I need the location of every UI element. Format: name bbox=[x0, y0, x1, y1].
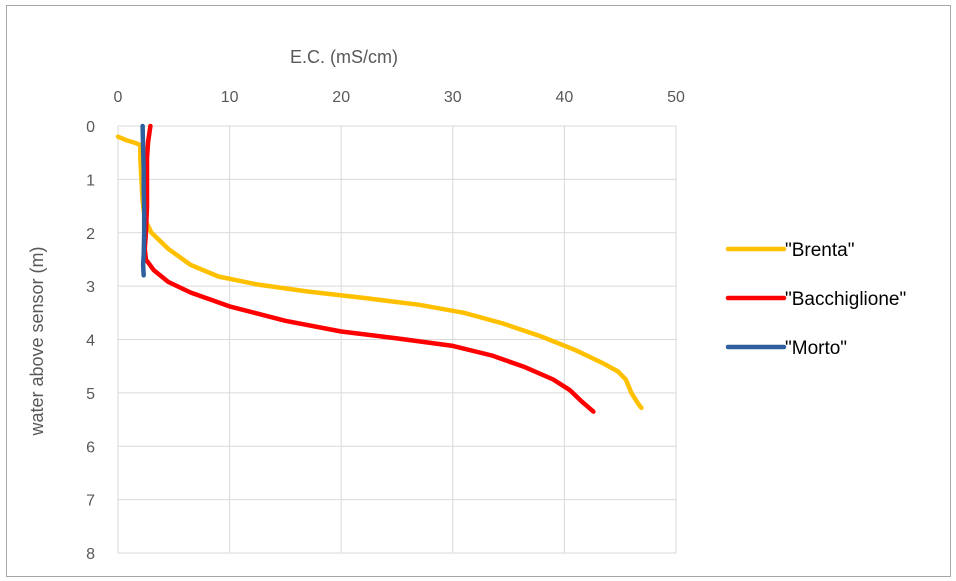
legend-label-1: "Brenta" bbox=[785, 240, 854, 261]
legend-label-2: "Bacchiglione" bbox=[785, 289, 906, 310]
y-tick-label: 7 bbox=[86, 493, 95, 510]
series-line-2 bbox=[142, 123, 596, 414]
x-tick-label: 30 bbox=[444, 89, 462, 106]
y-tick-label: 3 bbox=[86, 279, 95, 296]
x-tick-label: 50 bbox=[667, 89, 685, 106]
x-tick-label: 10 bbox=[221, 89, 239, 106]
series-line-1 bbox=[115, 134, 644, 411]
y-tick-label: 2 bbox=[86, 226, 95, 243]
y-tick-label: 8 bbox=[86, 546, 95, 563]
x-axis-title: E.C. (mS/cm) bbox=[290, 47, 398, 67]
y-tick-label: 5 bbox=[86, 386, 95, 403]
line-chart: E.C. (mS/cm) water above sensor (m) 0 10 2… bbox=[27, 47, 906, 563]
series-line-3 bbox=[140, 123, 147, 278]
chart-area: E.C. (mS/cm) water above sensor (m) 0 10 2… bbox=[6, 5, 951, 577]
legend-label-3: "Morto" bbox=[785, 338, 847, 359]
y-tick-label: 6 bbox=[86, 439, 95, 456]
x-tick-label: 0 bbox=[114, 89, 123, 106]
x-tick-label: 20 bbox=[332, 89, 350, 106]
x-tick-label: 40 bbox=[556, 89, 574, 106]
y-tick-label: 4 bbox=[86, 333, 95, 350]
y-axis-title: water above sensor (m) bbox=[27, 246, 47, 436]
y-tick-label: 0 bbox=[86, 119, 95, 136]
y-tick-label: 1 bbox=[86, 172, 95, 189]
